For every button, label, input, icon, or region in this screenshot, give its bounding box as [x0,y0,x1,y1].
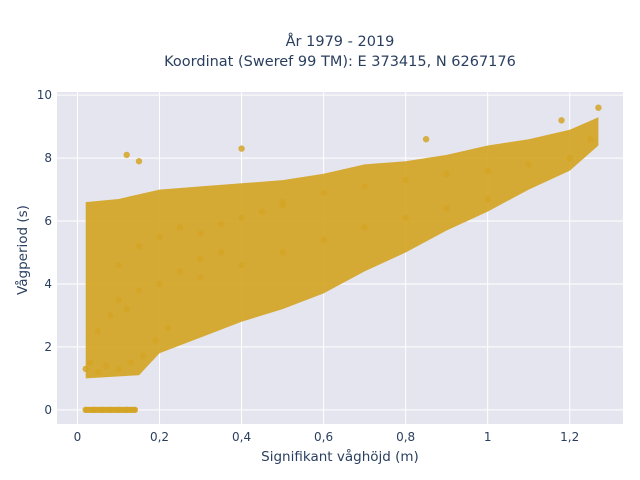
scatter-point [94,328,102,335]
scatter-point [164,324,171,332]
scatter-point [238,214,245,222]
x-axis-title: Signifikant våghöjd (m) [261,448,419,465]
x-tick-label: 0,6 [314,430,333,444]
scatter-point [279,249,286,256]
scatter-point [115,365,122,373]
scatter-point [402,176,409,184]
scatter-point [123,406,130,413]
scatter-point [135,287,143,294]
scatter-point [443,205,450,212]
x-tick-label: 0,2 [150,430,169,444]
x-tick-label: 0,8 [396,430,415,444]
scatter-point [123,151,130,159]
x-tick-label: 0 [74,430,82,444]
scatter-point [238,261,245,269]
scatter-point-cloud [85,117,599,379]
axis-ticks: 0 0,2 0,4 0,6 0,8 1 1,2 0 2 4 6 8 10 [37,88,580,444]
scatter-point [131,406,139,413]
scatter-point [197,274,204,281]
scatter-point [115,406,122,413]
scatter-point [135,158,143,165]
scatter-point [156,280,163,288]
scatter-point [279,198,286,206]
scatter-point [587,136,594,143]
scatter-point [402,214,409,222]
scatter-point [566,154,573,162]
y-tick-label: 0 [44,403,52,417]
scatter-point [176,224,184,231]
y-tick-label: 10 [37,88,52,102]
scatter-point [238,145,245,152]
scatter-points [82,104,602,413]
scatter-point [217,221,225,228]
y-axis-title: Vågperiod (s) [14,205,31,295]
scatter-point [361,224,368,231]
chart-title-line2: Koordinat (Sweref 99 TM): E 373415, N 62… [164,54,516,70]
scatter-point [320,189,327,196]
scatter-point [86,359,94,366]
scatter-point [320,236,327,244]
scatter-point [422,136,430,143]
scatter-point [525,161,532,168]
scatter-point [484,195,491,203]
scatter-point [139,353,147,360]
scatter-point [115,261,122,269]
scatter-point [197,255,204,262]
scatter-point [176,268,184,275]
scatter-point [558,117,565,124]
x-tick-label: 1 [484,430,492,444]
y-tick-label: 2 [44,340,52,354]
scatter-point [98,406,106,413]
scatter-point [127,359,134,366]
scatter-point [443,170,450,177]
chart-title-line1: År 1979 - 2019 [286,33,395,50]
y-tick-label: 6 [44,214,52,228]
scatter-point [595,104,602,111]
scatter-point [107,406,114,413]
scatter-point [156,233,163,240]
scatter-point [217,249,225,256]
scatter-point [115,296,122,303]
scatter-point [82,406,89,413]
scatter-point [90,406,98,413]
scatter-point [82,365,89,373]
scatter-point [123,305,130,313]
scatter-point [103,362,110,369]
scatter-point [258,208,266,215]
y-tick-label: 8 [44,151,52,165]
scatter-point [107,312,114,319]
x-tick-label: 0,4 [232,430,251,444]
scatter-point [152,337,159,344]
scatter-point [135,243,143,250]
x-tick-label: 1,2 [560,430,579,444]
y-tick-label: 4 [44,277,52,291]
scatter-point [94,368,102,376]
scatter-point [197,230,204,237]
scatter-point [361,183,368,190]
scatter-point [484,167,491,174]
